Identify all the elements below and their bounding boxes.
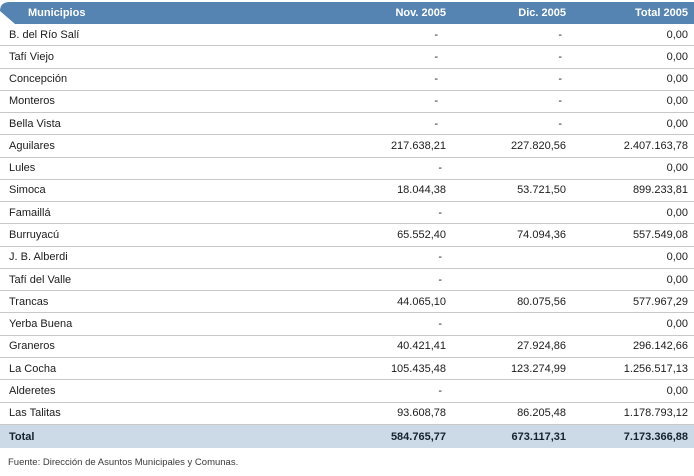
- nov-2005-value: 105.435,48: [390, 362, 446, 375]
- total-2005-value: 0,00: [666, 28, 688, 41]
- col-header-total-2005: Total 2005: [635, 7, 688, 19]
- total-2005-value: 0,00: [666, 95, 688, 108]
- table-row: La Cocha 105.435,48 123.274,99 1.256.517…: [0, 358, 694, 381]
- municipality-name: Famaillá: [9, 206, 51, 219]
- total-2005-value: 296.142,66: [632, 340, 688, 353]
- total-dic-value: 673.117,31: [511, 430, 566, 443]
- total-nov-value: 584.765,77: [390, 430, 446, 443]
- municipality-name: Graneros: [9, 340, 55, 353]
- total-label: Total: [9, 430, 35, 443]
- total-2005-value: 1.178.793,12: [623, 407, 688, 420]
- col-header-municipios: Municipios: [28, 7, 86, 19]
- nov-2005-value: 65.552,40: [397, 229, 446, 242]
- total-2005-value: 0,00: [666, 50, 688, 63]
- table-row: Aguilares 217.638,21 227.820,56 2.407.16…: [0, 135, 694, 158]
- nov-2005-value: 40.421,41: [397, 340, 446, 353]
- table-row: Simoca 18.044,38 53.721,50 899.233,81: [0, 180, 694, 203]
- dic-2005-value: -: [558, 50, 562, 63]
- total-2005-value: 577.967,29: [632, 295, 688, 308]
- total-2005-value: 0,00: [666, 273, 688, 286]
- total-total-value: 7.173.366,88: [623, 430, 688, 443]
- municipality-name: Alderetes: [9, 384, 56, 397]
- nov-2005-value: -: [438, 206, 442, 219]
- nov-2005-value: -: [434, 117, 438, 130]
- table-row: Tafí Viejo - - 0,00: [0, 46, 694, 69]
- municipality-name: Concepción: [9, 73, 68, 86]
- total-2005-value: 0,00: [666, 251, 688, 264]
- municipality-name: Tafí del Valle: [9, 273, 72, 286]
- table-body: B. del Río Salí - - 0,00 Tafí Viejo - - …: [0, 24, 694, 425]
- nov-2005-value: 44.065,10: [397, 295, 446, 308]
- dic-2005-value: 123.274,99: [510, 362, 566, 375]
- table-row: Trancas 44.065,10 80.075,56 577.967,29: [0, 291, 694, 314]
- municipality-name: Aguilares: [9, 139, 55, 152]
- table-row: Burruyacú 65.552,40 74.094,36 557.549,08: [0, 224, 694, 247]
- dic-2005-value: 27.924,86: [517, 340, 566, 353]
- nov-2005-value: -: [438, 162, 442, 175]
- table-row: Lules - 0,00: [0, 158, 694, 180]
- nov-2005-value: 93.608,78: [397, 407, 446, 420]
- table-row: Concepción - - 0,00: [0, 69, 694, 91]
- nov-2005-value: -: [438, 384, 442, 397]
- nov-2005-value: -: [438, 318, 442, 331]
- table-row: Tafí del Valle - 0,00: [0, 269, 694, 292]
- municipality-name: La Cocha: [9, 362, 57, 375]
- total-2005-value: 557.549,08: [632, 229, 688, 242]
- dic-2005-value: 53.721,50: [517, 184, 566, 197]
- table-row: Bella Vista - - 0,00: [0, 113, 694, 136]
- nov-2005-value: -: [434, 73, 438, 86]
- table-row: Las Talitas 93.608,78 86.205,48 1.178.79…: [0, 403, 694, 425]
- dic-2005-value: 80.075,56: [517, 295, 566, 308]
- municipality-name: Monteros: [9, 95, 55, 108]
- municipality-name: Tafí Viejo: [9, 50, 55, 63]
- table-row: Famaillá - 0,00: [0, 202, 694, 225]
- municipality-name: B. del Río Salí: [9, 28, 80, 41]
- nov-2005-value: -: [438, 251, 442, 264]
- dic-2005-value: -: [558, 95, 562, 108]
- nov-2005-value: -: [438, 273, 442, 286]
- table-row: Yerba Buena - 0,00: [0, 313, 694, 336]
- nov-2005-value: -: [434, 95, 438, 108]
- municipality-name: Lules: [9, 162, 36, 175]
- dic-2005-value: -: [558, 28, 562, 41]
- nov-2005-value: -: [434, 28, 438, 41]
- col-header-dic-2005: Dic. 2005: [518, 7, 566, 19]
- total-2005-value: 1.256.517,13: [623, 362, 688, 375]
- dic-2005-value: 86.205,48: [517, 407, 566, 420]
- dic-2005-value: -: [558, 117, 562, 130]
- total-2005-value: 899.233,81: [632, 184, 688, 197]
- nov-2005-value: 217.638,21: [390, 139, 446, 152]
- col-header-nov-2005: Nov. 2005: [395, 7, 446, 19]
- municipality-name: Trancas: [9, 295, 49, 308]
- municipality-name: Bella Vista: [9, 117, 61, 130]
- dic-2005-value: 74.094,36: [517, 229, 566, 242]
- dic-2005-value: -: [558, 73, 562, 86]
- table-header: Municipios Nov. 2005 Dic. 2005 Total 200…: [0, 2, 694, 24]
- municipality-name: Yerba Buena: [9, 318, 73, 331]
- table-row: Graneros 40.421,41 27.924,86 296.142,66: [0, 336, 694, 358]
- table-row: Monteros - - 0,00: [0, 91, 694, 114]
- table-row: J. B. Alberdi - 0,00: [0, 247, 694, 269]
- total-2005-value: 0,00: [666, 384, 688, 397]
- nov-2005-value: 18.044,38: [397, 184, 446, 197]
- total-2005-value: 0,00: [666, 162, 688, 175]
- municipality-name: Las Talitas: [9, 407, 61, 420]
- source-note: Fuente: Dirección de Asuntos Municipales…: [8, 457, 239, 468]
- total-2005-value: 0,00: [666, 73, 688, 86]
- table-row: Alderetes - 0,00: [0, 380, 694, 403]
- municipality-name: Burruyacú: [9, 229, 60, 242]
- total-row: Total 584.765,77 673.117,31 7.173.366,88: [0, 425, 694, 448]
- municipality-name: J. B. Alberdi: [9, 251, 68, 264]
- total-2005-value: 0,00: [666, 318, 688, 331]
- total-2005-value: 0,00: [666, 117, 688, 130]
- dic-2005-value: 227.820,56: [510, 139, 566, 152]
- nov-2005-value: -: [434, 50, 438, 63]
- table-row: B. del Río Salí - - 0,00: [0, 24, 694, 47]
- total-2005-value: 0,00: [666, 206, 688, 219]
- total-2005-value: 2.407.163,78: [623, 139, 688, 152]
- municipality-name: Simoca: [9, 184, 46, 197]
